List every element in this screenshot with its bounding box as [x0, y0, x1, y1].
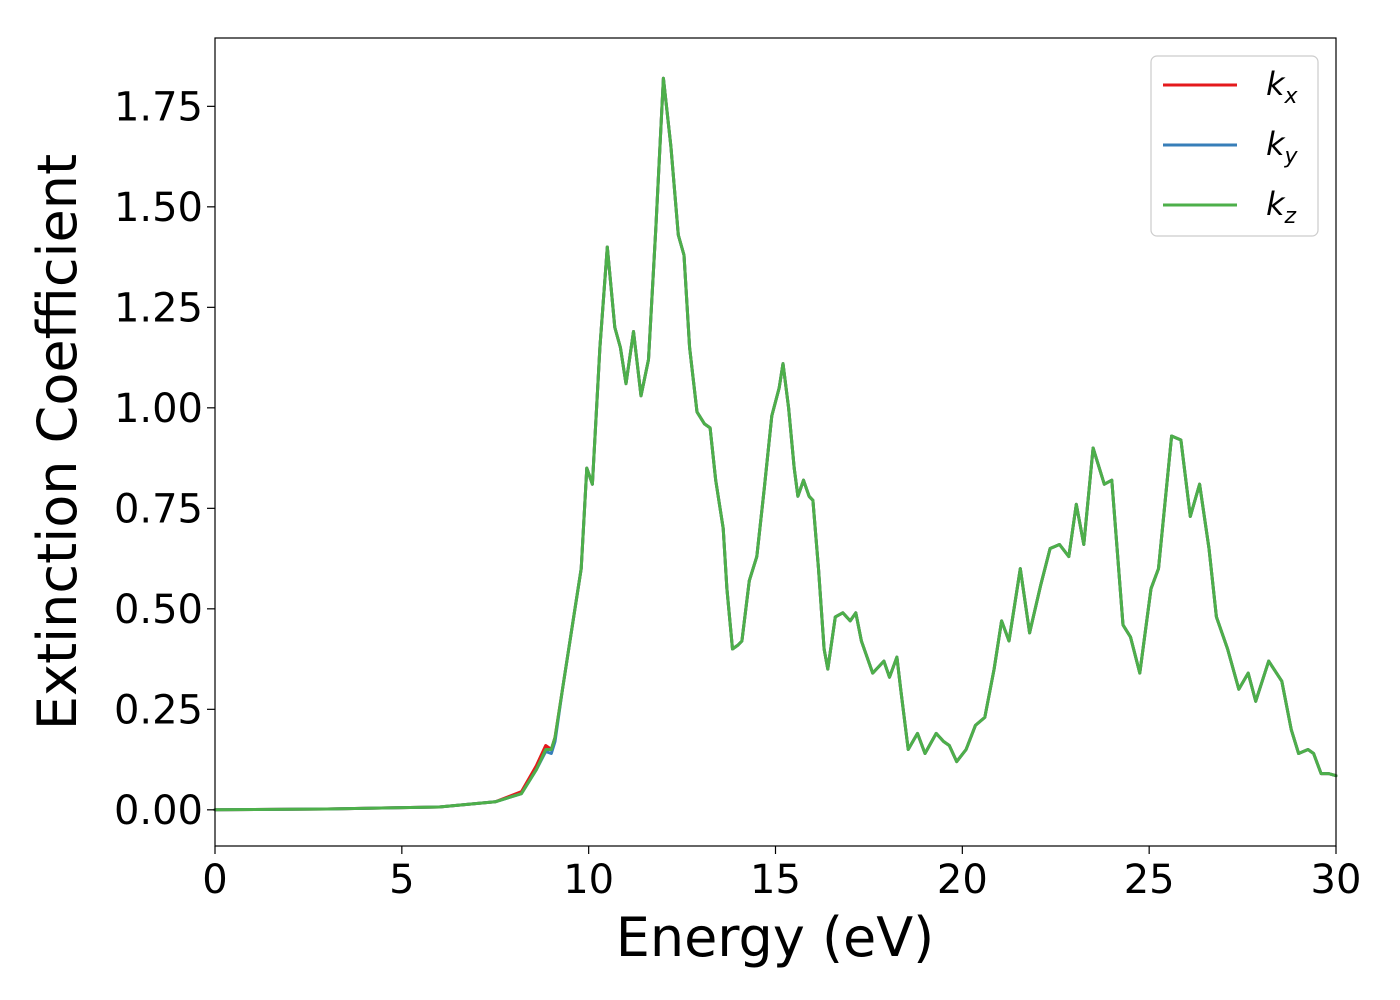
x-axis-title: Energy (eV) — [616, 906, 935, 969]
x-axis: 0 5 10 15 20 25 30 — [202, 846, 1361, 903]
y-tick-label: 0.25 — [114, 687, 203, 733]
legend-label-subscript: y — [1284, 144, 1299, 169]
x-tick-label: 30 — [1311, 857, 1362, 903]
y-tick-label: 0.50 — [114, 587, 203, 633]
x-tick-label: 0 — [202, 857, 227, 903]
legend-label-subscript: z — [1284, 204, 1297, 229]
y-axis: 0.00 0.25 0.50 0.75 1.00 1.25 1.50 1.75 — [114, 84, 215, 834]
y-axis-title: Extinction Coefficient — [26, 154, 89, 730]
legend-label-z: kz — [1266, 185, 1297, 229]
y-tick-label: 1.00 — [114, 386, 203, 432]
series-line-z — [213, 76, 1338, 812]
x-tick-label: 25 — [1124, 857, 1175, 903]
y-tick-label: 0.00 — [114, 788, 203, 834]
y-tick-label: 1.50 — [114, 185, 203, 231]
x-tick-label: 5 — [389, 857, 414, 903]
y-tick-label: 0.75 — [114, 486, 203, 532]
legend-label-base: k — [1266, 65, 1286, 103]
legend-label-subscript: x — [1284, 84, 1299, 109]
legend-label-base: k — [1266, 125, 1286, 163]
legend-label-y: ky — [1266, 125, 1299, 169]
y-tick-label: 1.75 — [114, 84, 203, 130]
x-tick-label: 15 — [750, 857, 801, 903]
legend-label-x: kx — [1266, 65, 1299, 109]
y-tick-label: 1.25 — [114, 285, 203, 331]
legend-label-base: k — [1266, 185, 1286, 223]
series-layer — [213, 76, 1338, 812]
x-tick-label: 20 — [937, 857, 988, 903]
x-tick-label: 10 — [563, 857, 614, 903]
